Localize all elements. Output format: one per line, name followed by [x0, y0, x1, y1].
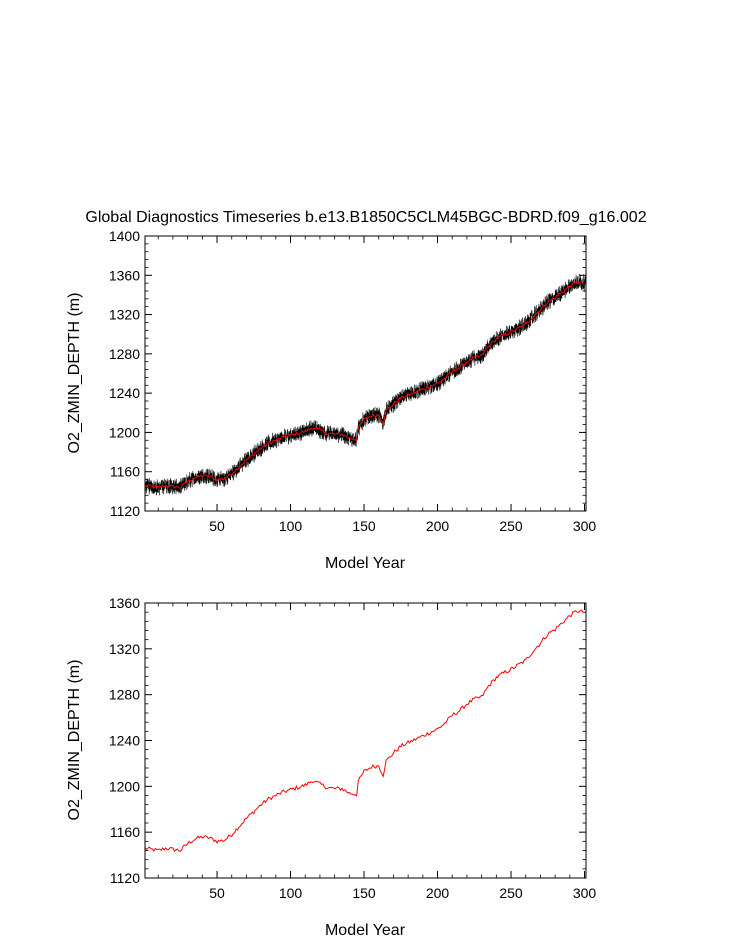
top-xtick-label: 100	[279, 518, 303, 534]
top-ytick-label: 1320	[109, 307, 140, 323]
bottom-xtick-label: 100	[279, 885, 303, 901]
top-ytick-label: 1240	[109, 385, 140, 401]
bottom-panel-plot-area	[144, 609, 585, 853]
bottom-xtick-label: 150	[352, 885, 376, 901]
bottom-ytick-label: 1120	[110, 870, 140, 886]
top-ytick-label: 1360	[109, 267, 140, 283]
top-xtick-label: 300	[573, 518, 597, 534]
top-xtick-label: 150	[352, 518, 376, 534]
chart-title: Global Diagnostics Timeseries b.e13.B185…	[85, 209, 646, 226]
bottom-xtick-label: 50	[209, 885, 225, 901]
bottom-ytick-label: 1200	[109, 778, 140, 794]
top-ytick-label: 1160	[110, 464, 140, 480]
bottom-ytick-label: 1280	[109, 687, 140, 703]
bottom-ytick-label: 1320	[109, 641, 140, 657]
top-xtick-label: 250	[499, 518, 523, 534]
bottom-panel-ylabel: O2_ZMIN_DEPTH (m)	[66, 660, 83, 821]
top-panel-frame	[144, 235, 587, 512]
top-panel-plot-area	[144, 274, 587, 496]
bottom-panel-xlabel: Model Year	[325, 922, 406, 939]
bottom-panel: 50 100 150 200 250 300 1120 1160 1200 1240 1280 132…	[66, 595, 596, 939]
top-series-monthly	[144, 274, 587, 496]
bottom-ytick-label: 1160	[110, 824, 140, 840]
top-panel-ticks: 50 100 150 200 250 300 1120 1160 1200 1240 1280 132…	[109, 228, 597, 534]
bottom-panel-ticks: 50 100 150 200 250 300 1120 1160 1200 1240 1280 132…	[109, 595, 597, 901]
bottom-xtick-label: 300	[573, 885, 597, 901]
bottom-series-annual-mean	[144, 609, 585, 853]
bottom-ytick-label: 1240	[109, 733, 140, 749]
bottom-xtick-label: 250	[499, 885, 523, 901]
top-panel: 50 100 150 200 250 300 1120 1160 1200 1240 1280 132…	[66, 228, 596, 572]
bottom-ytick-label: 1360	[109, 595, 140, 611]
top-panel-ylabel: O2_ZMIN_DEPTH (m)	[66, 293, 83, 454]
top-panel-xlabel: Model Year	[325, 555, 406, 572]
bottom-xtick-label: 200	[426, 885, 450, 901]
top-ytick-label: 1400	[109, 228, 140, 244]
top-ytick-label: 1200	[109, 424, 140, 440]
top-series-annual-mean	[144, 280, 585, 489]
top-xtick-label: 50	[209, 518, 225, 534]
top-xtick-label: 200	[426, 518, 450, 534]
top-ytick-label: 1280	[109, 346, 140, 362]
bottom-panel-frame	[144, 602, 587, 879]
top-ytick-label: 1120	[110, 503, 140, 519]
